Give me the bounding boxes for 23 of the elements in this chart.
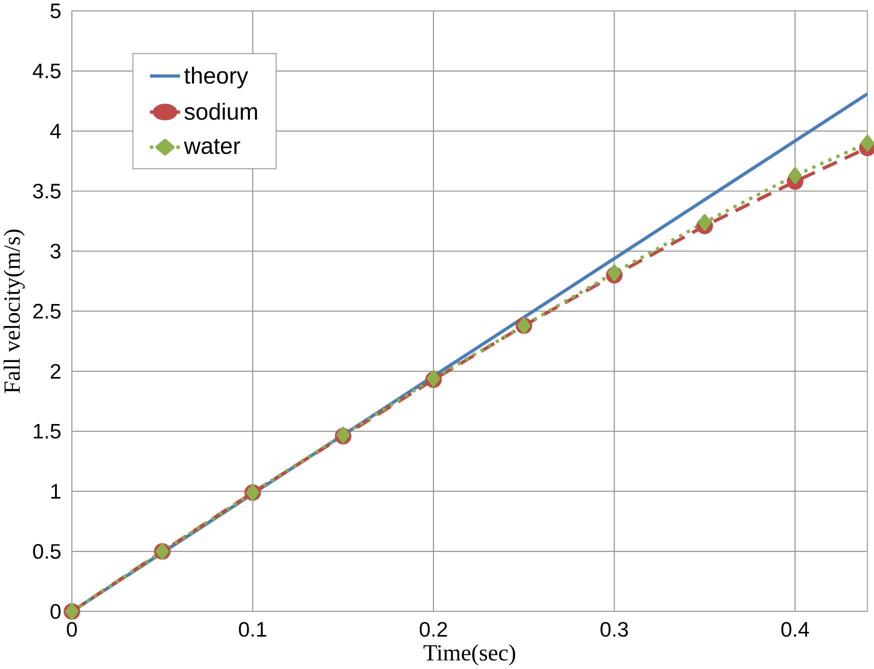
x-axis-title: Time(sec) [424, 644, 516, 666]
point [788, 167, 802, 184]
x-tick-label: 0 [66, 622, 77, 637]
y-tick-label: 4 [50, 124, 61, 138]
legend-label: sodium [184, 102, 257, 120]
y-tick-label: 5 [50, 4, 61, 18]
y-tick-label: 3.5 [33, 184, 61, 199]
y-tick-label: 0 [50, 604, 61, 619]
y-tick-label: 2 [50, 364, 60, 379]
y-tick-label: 1 [51, 484, 60, 499]
legend-label: theory [184, 66, 248, 88]
y-tick-label: 0.5 [33, 544, 61, 559]
y-tick-label: 4.5 [32, 64, 61, 78]
x-tick-label: 0.1 [238, 622, 266, 637]
x-tick-label: 0.3 [600, 622, 628, 637]
y-tick-label: 2.5 [33, 304, 61, 319]
legend-label: water [184, 138, 240, 154]
point [698, 214, 712, 231]
y-tick-label: 3 [50, 244, 60, 259]
x-tick-label: 0.4 [781, 622, 810, 637]
y-tick-label: 1.5 [34, 424, 61, 439]
y-axis-title: Fall velocity(m/s) [4, 230, 25, 394]
x-tick-label: 0.2 [420, 622, 447, 637]
